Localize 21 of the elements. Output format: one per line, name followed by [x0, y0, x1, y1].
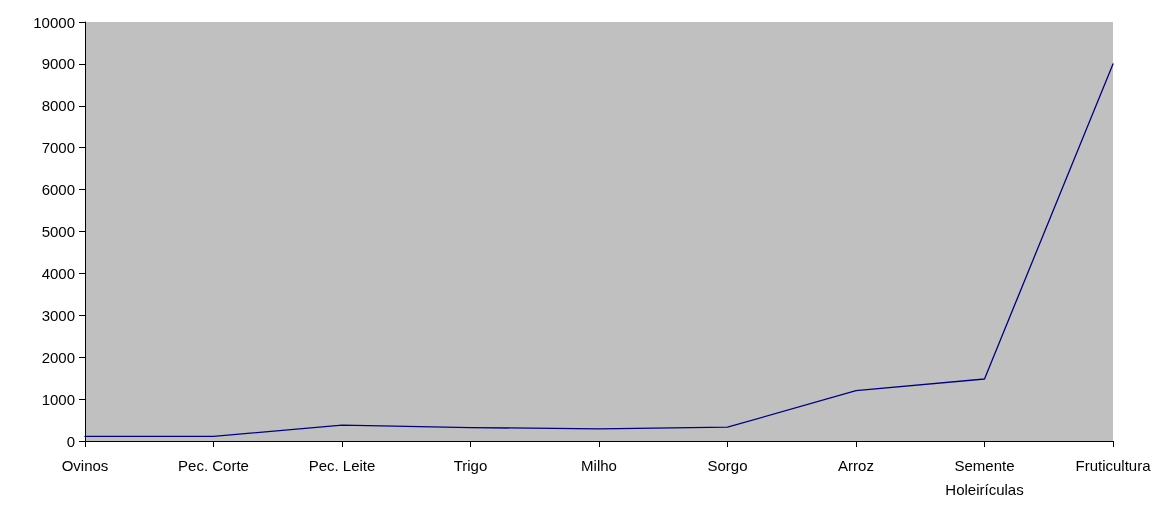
- y-tick-label: 5000: [41, 223, 75, 240]
- y-tick-label: 0: [66, 432, 75, 450]
- y-tick-label: 8000: [41, 97, 75, 115]
- x-tick-label: Semente Holeirículas: [945, 456, 1024, 498]
- y-tick-label: 2000: [41, 348, 75, 366]
- y-tick-label: 3000: [41, 306, 75, 324]
- x-tick-label: Sorgo: [707, 456, 748, 474]
- y-tick-label: 4000: [41, 264, 75, 282]
- x-tick-label: Pec. Leite: [308, 456, 376, 474]
- y-tick-label: 1000: [41, 390, 75, 408]
- y-tick-label: 7000: [41, 139, 75, 157]
- x-tick-label: Ovinos: [61, 456, 109, 474]
- x-tick-label: Milho: [581, 456, 617, 474]
- x-tick-label: Pec. Corte: [178, 456, 249, 474]
- line-series: [84, 63, 1114, 438]
- x-tick-label: Arroz: [838, 456, 874, 474]
- x-tick-label: Fruticultura: [1075, 456, 1152, 474]
- y-tick-label: 9000: [41, 55, 75, 73]
- y-tick-label: 6000: [41, 181, 75, 199]
- x-tick-label: Trigo: [453, 456, 488, 474]
- y-tick-label: 10000: [33, 13, 75, 31]
